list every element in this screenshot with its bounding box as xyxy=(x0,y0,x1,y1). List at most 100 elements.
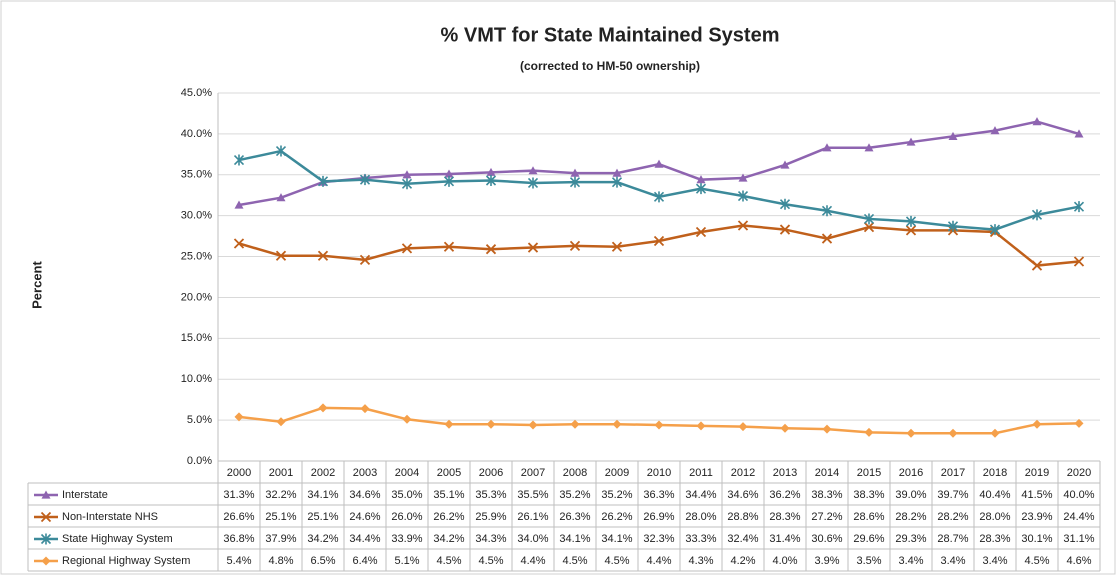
point-marker xyxy=(318,403,328,413)
table-value: 4.5% xyxy=(604,555,629,567)
table-value: 35.0% xyxy=(391,489,422,501)
point-marker xyxy=(1031,209,1043,221)
point-marker xyxy=(779,198,791,210)
table-value: 29.6% xyxy=(853,533,884,545)
point-marker xyxy=(570,168,580,177)
table-value: 36.8% xyxy=(223,533,254,545)
point-marker xyxy=(570,419,580,429)
x-tick-label: 2003 xyxy=(353,467,377,479)
table-value: 34.1% xyxy=(559,533,590,545)
point-marker xyxy=(905,215,917,227)
legend-marker xyxy=(40,533,52,545)
table-value: 6.4% xyxy=(352,555,377,567)
table-value: 29.3% xyxy=(895,533,926,545)
table-value: 28.3% xyxy=(769,511,800,523)
table-value: 34.1% xyxy=(601,533,632,545)
point-marker xyxy=(569,240,581,252)
point-marker xyxy=(863,221,875,233)
point-marker xyxy=(528,420,538,430)
point-marker xyxy=(527,177,539,189)
table-value: 4.5% xyxy=(436,555,461,567)
point-marker xyxy=(653,235,665,247)
table-value: 32.4% xyxy=(727,533,758,545)
table-value: 3.9% xyxy=(814,555,839,567)
table-value: 34.6% xyxy=(349,489,380,501)
point-marker xyxy=(696,421,706,431)
table-value: 31.4% xyxy=(769,533,800,545)
point-marker xyxy=(611,176,623,188)
table-value: 34.3% xyxy=(475,533,506,545)
point-marker xyxy=(569,176,581,188)
table-value: 36.2% xyxy=(769,489,800,501)
table-value: 23.9% xyxy=(1021,511,1052,523)
point-marker xyxy=(864,427,874,437)
x-tick-label: 2012 xyxy=(731,467,755,479)
table-value: 3.4% xyxy=(940,555,965,567)
table-value: 28.0% xyxy=(685,511,716,523)
table-value: 33.3% xyxy=(685,533,716,545)
table-value: 34.6% xyxy=(727,489,758,501)
point-marker xyxy=(1073,201,1085,213)
point-marker xyxy=(989,224,1001,236)
table-value: 3.4% xyxy=(982,555,1007,567)
table-value: 39.7% xyxy=(937,489,968,501)
point-marker xyxy=(401,178,413,190)
table-value: 32.3% xyxy=(643,533,674,545)
table-value: 33.9% xyxy=(391,533,422,545)
chart-title: % VMT for State Maintained System xyxy=(441,24,780,46)
point-marker xyxy=(360,404,370,414)
point-marker xyxy=(947,220,959,232)
x-tick-label: 2006 xyxy=(479,467,503,479)
point-marker xyxy=(906,137,916,146)
y-tick-label: 30.0% xyxy=(181,210,212,222)
table-value: 34.2% xyxy=(307,533,338,545)
table-value: 31.3% xyxy=(223,489,254,501)
table-value: 28.8% xyxy=(727,511,758,523)
x-tick-label: 2005 xyxy=(437,467,461,479)
table-value: 28.2% xyxy=(937,511,968,523)
table-value: 4.4% xyxy=(646,555,671,567)
table-value: 28.7% xyxy=(937,533,968,545)
y-tick-label: 0.0% xyxy=(187,455,212,467)
x-tick-label: 2010 xyxy=(647,467,671,479)
point-marker xyxy=(402,414,412,424)
table-value: 6.5% xyxy=(310,555,335,567)
point-marker xyxy=(317,250,329,261)
table-value: 28.2% xyxy=(895,511,926,523)
point-marker xyxy=(1032,419,1042,429)
table-value: 35.2% xyxy=(559,489,590,501)
y-tick-label: 35.0% xyxy=(181,169,212,181)
point-marker xyxy=(444,169,454,178)
table-value: 3.5% xyxy=(856,555,881,567)
point-marker xyxy=(906,428,916,438)
point-marker xyxy=(612,168,622,177)
table-value: 36.3% xyxy=(643,489,674,501)
y-tick-label: 15.0% xyxy=(181,332,212,344)
point-marker xyxy=(864,143,874,152)
table-value: 24.6% xyxy=(349,511,380,523)
table-value: 41.5% xyxy=(1021,489,1052,501)
table-value: 26.0% xyxy=(391,511,422,523)
table-value: 24.4% xyxy=(1063,511,1094,523)
table-value: 25.1% xyxy=(307,511,338,523)
point-marker xyxy=(359,174,371,186)
x-tick-label: 2018 xyxy=(983,467,1007,479)
table-value: 34.4% xyxy=(685,489,716,501)
point-marker xyxy=(317,175,329,187)
table-value: 25.9% xyxy=(475,511,506,523)
x-tick-label: 2020 xyxy=(1067,467,1091,479)
table-value: 4.3% xyxy=(688,555,713,567)
point-marker xyxy=(737,220,749,231)
x-tick-label: 2008 xyxy=(563,467,587,479)
point-marker xyxy=(780,423,790,433)
x-tick-label: 2004 xyxy=(395,467,419,479)
table-value: 34.0% xyxy=(517,533,548,545)
legend-label: Interstate xyxy=(62,489,108,501)
table-value: 26.3% xyxy=(559,511,590,523)
point-marker xyxy=(737,190,749,202)
point-marker xyxy=(444,419,454,429)
point-marker xyxy=(695,183,707,195)
point-marker xyxy=(653,191,665,203)
y-tick-label: 5.0% xyxy=(187,414,212,426)
point-marker xyxy=(401,243,413,254)
